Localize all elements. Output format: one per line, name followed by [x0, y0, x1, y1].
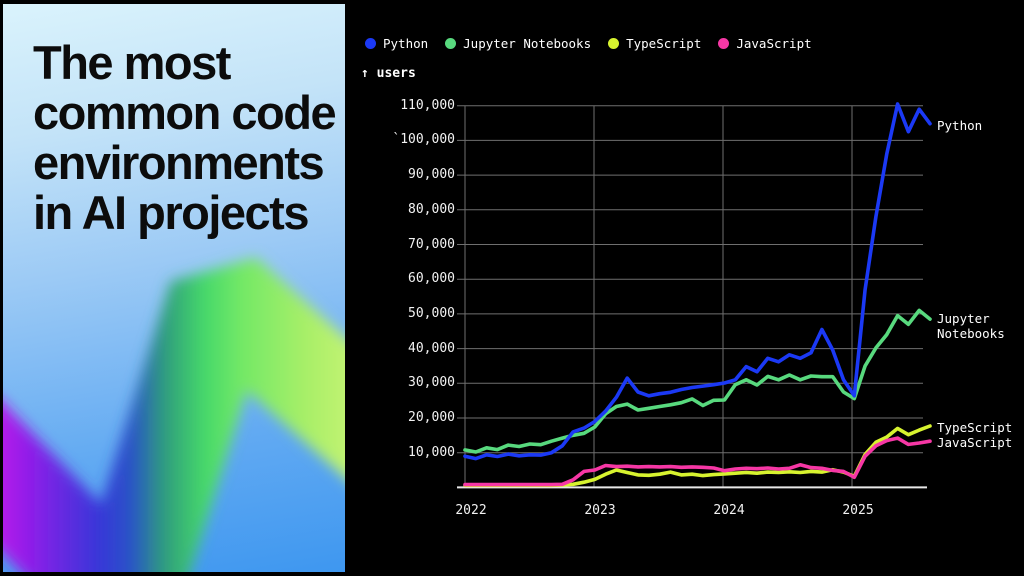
x-tick-label: 2023 — [584, 503, 616, 518]
legend-dot-typescript — [608, 38, 620, 49]
zigzag-arrow-decoration — [3, 257, 345, 572]
page-title-line: in AI projects — [33, 186, 309, 239]
legend-item-jupyter: Jupyter Notebooks — [445, 36, 591, 51]
x-tick-label: 2022 — [455, 503, 487, 518]
legend-label-javascript: JavaScript — [736, 36, 812, 51]
y-tick-label: `100,000 — [392, 132, 455, 148]
legend-label-jupyter: Jupyter Notebooks — [463, 36, 592, 51]
legend-item-javascript: JavaScript — [718, 36, 812, 51]
legend-dot-jupyter — [445, 38, 457, 49]
x-tick-label: 2024 — [713, 503, 745, 518]
page-title-line: common code — [33, 86, 337, 139]
series-line-javascript — [463, 436, 932, 487]
series-end-label-typescript: TypeScript — [937, 420, 1013, 435]
chart-svg — [457, 102, 932, 489]
y-tick-label: 60,000 — [408, 271, 455, 287]
y-tick-label: 80,000 — [408, 201, 455, 217]
series-end-label-jupyter-line2: Notebooks — [937, 326, 1005, 341]
legend-item-python: Python — [365, 36, 428, 51]
chart-legend: Python Jupyter Notebooks TypeScript Java… — [365, 36, 812, 51]
line-chart: 110,000 `100,000 90,000 80,000 70,000 60,000 5… — [345, 0, 1024, 576]
title-panel: The most common code environments in AI … — [0, 0, 345, 576]
series-line-python — [463, 102, 932, 461]
page-title-line: The most — [33, 36, 231, 89]
y-tick-label: 40,000 — [408, 340, 455, 356]
y-tick-label: 50,000 — [408, 305, 455, 321]
y-tick-label: 110,000 — [400, 97, 455, 113]
legend-dot-python — [365, 38, 376, 49]
page-title: The most common code environments in AI … — [33, 36, 337, 239]
series-end-label-jupyter-line1: Jupyter — [937, 311, 990, 326]
y-tick-label: 30,000 — [408, 375, 455, 391]
series-end-label-jupyter: Jupyter Notebooks — [937, 311, 1005, 341]
legend-label-typescript: TypeScript — [626, 36, 702, 51]
legend-label-python: Python — [383, 36, 429, 51]
series-end-label-javascript: JavaScript — [937, 435, 1013, 450]
y-tick-label: 90,000 — [408, 167, 455, 183]
y-tick-label: 10,000 — [408, 444, 455, 460]
y-tick-label: 70,000 — [408, 236, 455, 252]
y-axis-title: ↑ users — [361, 66, 416, 81]
legend-dot-javascript — [718, 38, 730, 49]
chart-panel: 110,000 `100,000 90,000 80,000 70,000 60,000 5… — [345, 0, 1024, 576]
y-tick-label: 20,000 — [408, 410, 455, 425]
series-end-label-python: Python — [937, 118, 983, 133]
x-tick-label: 2025 — [842, 503, 874, 518]
legend-item-typescript: TypeScript — [608, 36, 701, 51]
page-title-line: environments — [33, 136, 325, 189]
series-line-jupyter-notebooks — [463, 308, 932, 454]
